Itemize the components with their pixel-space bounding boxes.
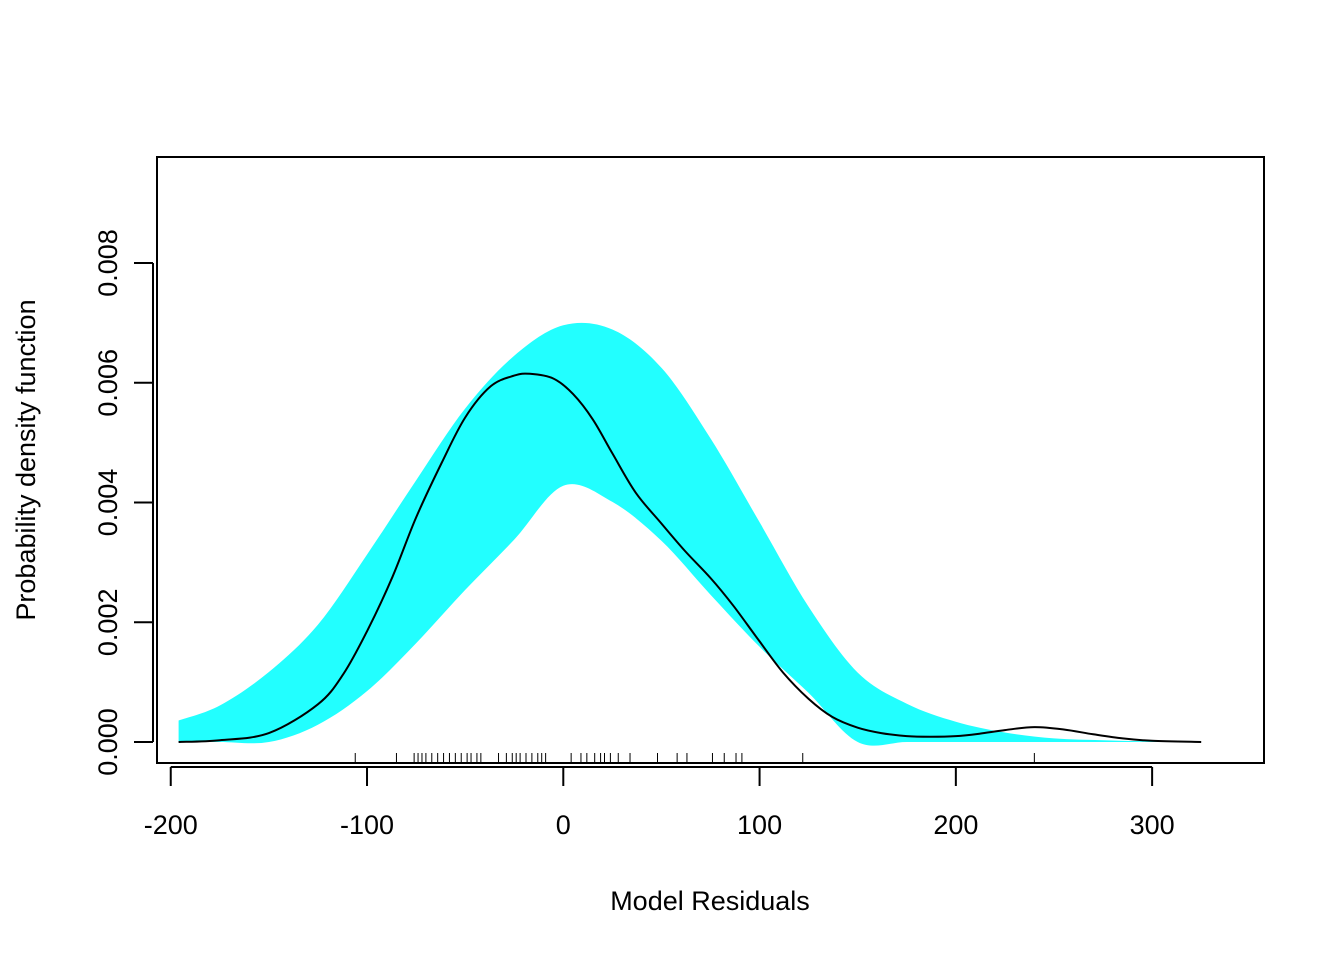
- x-axis: -200 -100 0 100 200 300: [144, 766, 1175, 840]
- y-tick-label: 0.000: [93, 708, 123, 776]
- rug-marks: [354, 753, 1035, 763]
- density-line: [178, 372, 1202, 743]
- y-tick-label: 0.004: [93, 469, 123, 537]
- x-tick-label: -200: [144, 810, 198, 840]
- x-tick-label: 100: [737, 810, 782, 840]
- x-axis-label: Model Residuals: [610, 886, 810, 916]
- y-tick-label: 0.002: [93, 589, 123, 657]
- density-line-layer: [178, 372, 1202, 743]
- y-tick-label: 0.008: [93, 229, 123, 297]
- confidence-band: [178, 322, 1202, 746]
- plot-frame: [156, 156, 1265, 764]
- x-tick-label: 200: [933, 810, 978, 840]
- y-axis: 0.000 0.002 0.004 0.006 0.008: [93, 229, 154, 776]
- x-tick-label: 300: [1130, 810, 1175, 840]
- x-tick-label: 0: [556, 810, 571, 840]
- x-tick-label: -100: [340, 810, 394, 840]
- y-axis-label: Probability density function: [11, 299, 41, 620]
- y-tick-label: 0.006: [93, 349, 123, 417]
- confidence-band-layer: [178, 322, 1202, 746]
